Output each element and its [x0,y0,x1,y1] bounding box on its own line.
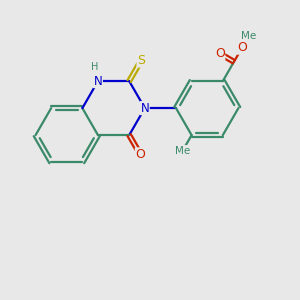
Text: O: O [215,47,225,60]
Text: O: O [237,41,247,54]
Text: N: N [140,102,149,115]
Text: H: H [91,62,98,72]
Text: N: N [94,75,102,88]
Text: O: O [135,148,145,161]
Text: Me: Me [175,146,190,156]
Text: Me: Me [241,31,256,41]
Text: S: S [137,54,145,67]
